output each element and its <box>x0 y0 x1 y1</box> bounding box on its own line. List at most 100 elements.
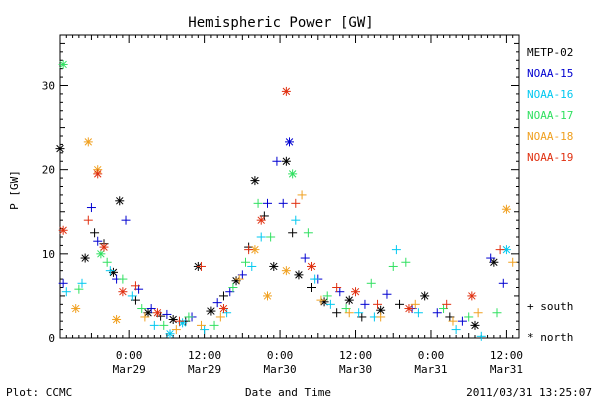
data-point <box>240 257 250 267</box>
data-point <box>467 291 477 301</box>
data-point <box>344 295 354 305</box>
data-point <box>196 261 206 271</box>
data-point <box>442 299 452 309</box>
x-tick-time-label: 0:00 <box>267 349 294 362</box>
data-point <box>96 249 106 259</box>
legend-entry: NOAA-15 <box>527 67 573 80</box>
data-point <box>322 291 332 301</box>
data-point <box>137 304 147 314</box>
data-point <box>77 278 87 288</box>
data-point <box>376 312 386 322</box>
data-point <box>55 144 65 154</box>
data-point <box>473 308 483 318</box>
data-point <box>413 308 423 318</box>
data-point <box>262 291 272 301</box>
x-tick-time-label: 12:00 <box>490 349 523 362</box>
data-point <box>256 215 266 225</box>
data-point <box>373 299 383 309</box>
data-point <box>71 304 81 314</box>
data-point <box>206 306 216 316</box>
data-point <box>508 257 518 267</box>
legend: METP-02 NOAA-15 NOAA-16 NOAA-17 NOAA-18 NOAA-… <box>527 46 573 164</box>
data-point <box>256 232 266 242</box>
data-point <box>307 261 317 271</box>
data-point <box>451 325 461 335</box>
data-point <box>90 228 100 238</box>
data-point <box>448 316 458 326</box>
data-point <box>354 308 364 318</box>
data-point <box>228 283 238 292</box>
data-point <box>234 274 244 284</box>
x-tick-date-label: Mar29 <box>113 363 146 376</box>
y-tick-label: 10 <box>42 248 55 261</box>
data-point <box>121 215 131 225</box>
x-tick-date-label: Mar30 <box>264 363 297 376</box>
data-point <box>291 198 301 208</box>
data-point <box>80 253 90 263</box>
data-point <box>244 245 254 255</box>
plot-frame <box>59 34 520 339</box>
data-point <box>281 86 291 96</box>
data-point <box>83 215 93 225</box>
data-point <box>410 299 420 309</box>
data-point <box>401 257 411 267</box>
data-point <box>112 314 122 324</box>
data-point <box>325 299 335 309</box>
data-point <box>171 325 181 335</box>
x-tick-date-label: Mar31 <box>490 363 523 376</box>
footer-timestamp: 2011/03/31 13:25:07 <box>466 386 592 399</box>
data-point <box>316 295 326 305</box>
data-point <box>470 320 480 330</box>
data-point <box>102 257 112 267</box>
data-point <box>432 308 442 318</box>
data-point <box>464 312 474 322</box>
data-point <box>360 299 370 309</box>
data-point <box>288 169 298 179</box>
data-point <box>307 283 317 292</box>
data-point <box>74 284 84 294</box>
data-point <box>99 242 109 252</box>
data-point <box>266 232 276 242</box>
y-axis-label: P [GW] <box>8 170 21 210</box>
data-point <box>501 245 511 255</box>
data-point <box>118 274 128 284</box>
data-point <box>310 274 320 284</box>
data-point <box>178 318 188 328</box>
y-axis: 0 10 20 30 <box>42 42 519 345</box>
data-point <box>93 169 103 179</box>
data-point <box>168 314 178 324</box>
data-point <box>83 137 93 147</box>
data-point <box>162 309 172 319</box>
data-point <box>215 312 225 322</box>
data-point <box>93 236 103 246</box>
data-point <box>382 289 392 299</box>
data-point <box>269 261 279 271</box>
data-point <box>149 320 159 330</box>
data-point <box>291 215 301 225</box>
data-point <box>404 304 414 314</box>
data-point <box>303 228 313 238</box>
data-point <box>58 59 68 69</box>
data-point <box>272 156 282 166</box>
x-tick-time-label: 0:00 <box>116 349 143 362</box>
data-point <box>495 245 505 255</box>
x-axis: 0:00Mar2912:00Mar290:00Mar3012:00Mar300:… <box>59 35 523 376</box>
data-point <box>159 320 169 330</box>
data-point <box>58 278 68 288</box>
data-point <box>281 156 291 166</box>
data-point <box>492 308 502 318</box>
data-point <box>196 320 206 330</box>
y-tick-label: 20 <box>42 164 55 177</box>
marker-legend: + south * north <box>527 300 573 344</box>
data-point <box>140 312 150 322</box>
data-point <box>250 176 260 186</box>
data-point <box>105 266 115 276</box>
data-point <box>498 278 508 288</box>
data-point <box>366 278 376 288</box>
x-tick-time-label: 0:00 <box>418 349 445 362</box>
footer-credit: Plot: CCMC <box>6 386 72 399</box>
data-points <box>55 59 518 341</box>
data-point <box>86 203 96 213</box>
x-tick-time-label: 12:00 <box>188 349 221 362</box>
data-point <box>146 304 156 314</box>
